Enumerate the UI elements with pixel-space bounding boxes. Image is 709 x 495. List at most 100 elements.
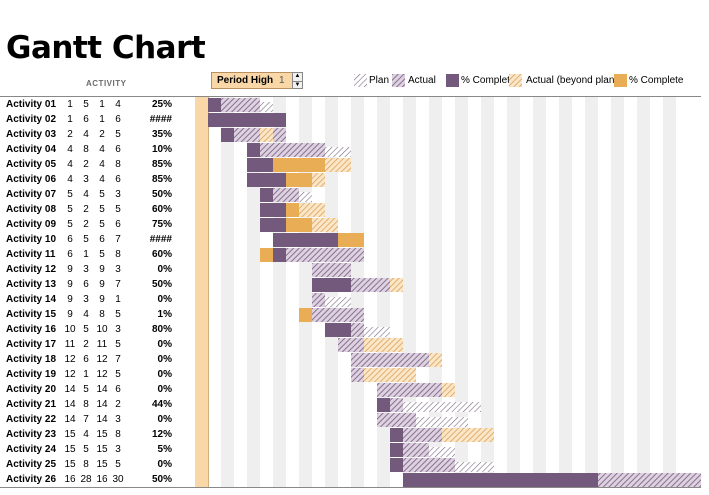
actual-duration: 7 [115, 234, 121, 245]
percent-complete: 10% [151, 144, 172, 155]
actual-duration: 8 [115, 159, 121, 170]
actual-start: 9 [99, 294, 105, 305]
activity-name: Activity 25 [6, 459, 57, 470]
actual-hatch-icon [392, 74, 405, 87]
plan-start: 12 [64, 354, 76, 365]
actual-start: 14 [96, 399, 108, 410]
percent-complete: #### [149, 234, 172, 245]
plan-start: 4 [67, 144, 73, 155]
actual-duration: 6 [115, 114, 121, 125]
complete-bar [390, 458, 403, 472]
complete-bar [260, 203, 286, 217]
legend-label: Actual [408, 75, 436, 86]
activity-name: Activity 22 [6, 414, 57, 425]
actual-duration: 3 [115, 264, 121, 275]
activity-column-header: ACTIVITY [86, 79, 127, 88]
plan-bar [377, 402, 481, 412]
percent-complete: 0% [157, 354, 172, 365]
plan-start: 6 [67, 234, 73, 245]
actual-duration: 3 [115, 414, 121, 425]
activity-name: Activity 12 [6, 264, 57, 275]
period-spinner[interactable]: ▲ ▼ [292, 72, 303, 89]
plan-start: 12 [64, 369, 76, 380]
plan-duration: 2 [83, 204, 89, 215]
actual-start: 5 [99, 189, 105, 200]
complete-bar [260, 218, 286, 232]
actual-duration: 7 [115, 354, 121, 365]
beyond-complete-bar [338, 233, 364, 247]
complete-bar [247, 158, 273, 172]
actual-start: 8 [99, 309, 105, 320]
actual-duration: 6 [115, 144, 121, 155]
beyond-complete-bar [286, 218, 312, 232]
legend-label: % Complete [629, 75, 684, 86]
complete-bar [325, 323, 351, 337]
plan-duration: 2 [83, 339, 89, 350]
actual-duration: 7 [115, 279, 121, 290]
percent-complete: 85% [151, 159, 172, 170]
actual-duration: 3 [115, 444, 121, 455]
plan-bar [377, 417, 468, 427]
actual-start: 12 [96, 369, 108, 380]
complete-solid-icon [446, 74, 459, 87]
activity-name: Activity 15 [6, 309, 57, 320]
complete-bar [403, 473, 598, 487]
complete-bar [273, 248, 286, 262]
plan-start: 5 [67, 204, 73, 215]
plan-start: 9 [67, 279, 73, 290]
actual-bar [312, 263, 351, 277]
actual-start: 10 [96, 324, 108, 335]
actual-start: 15 [96, 444, 108, 455]
actual-start: 9 [99, 279, 105, 290]
plan-duration: 4 [83, 189, 89, 200]
beyond-complete-bar [260, 248, 273, 262]
beyond-plan-bar [364, 368, 416, 382]
plan-duration: 8 [83, 144, 89, 155]
complete-bar [377, 398, 390, 412]
plan-start: 11 [64, 339, 76, 350]
highlight-period-column [195, 97, 208, 487]
actual-start: 5 [99, 249, 105, 260]
actual-start: 4 [99, 159, 105, 170]
legend-label: Actual (beyond plan) [526, 75, 618, 86]
activity-name: Activity 21 [6, 399, 57, 410]
actual-duration: 5 [115, 204, 121, 215]
activity-name: Activity 02 [6, 114, 57, 125]
plan-duration: 1 [83, 369, 89, 380]
percent-complete: 0% [157, 339, 172, 350]
beyond-complete-solid-icon [614, 74, 627, 87]
plan-duration: 6 [83, 279, 89, 290]
plan-duration: 1 [83, 249, 89, 260]
spin-down-icon[interactable]: ▼ [293, 81, 302, 88]
actual-duration: 8 [115, 249, 121, 260]
plan-duration: 6 [83, 354, 89, 365]
plan-duration: 7 [83, 414, 89, 425]
actual-start: 14 [96, 414, 108, 425]
plan-start: 10 [64, 324, 76, 335]
percent-complete: 0% [157, 369, 172, 380]
period-highlight-input[interactable]: 1 [279, 75, 285, 86]
actual-start: 11 [96, 339, 108, 350]
actual-start: 4 [99, 144, 105, 155]
plan-start: 15 [64, 429, 76, 440]
page-title: Gantt Chart [6, 30, 206, 66]
beyond-plan-bar [429, 353, 442, 367]
period-stripe [247, 97, 260, 487]
activity-name: Activity 13 [6, 279, 57, 290]
percent-complete: 0% [157, 264, 172, 275]
beyond-complete-bar [273, 158, 325, 172]
plan-duration: 28 [80, 474, 92, 485]
plan-start: 5 [67, 189, 73, 200]
complete-bar [312, 278, 351, 292]
spin-up-icon[interactable]: ▲ [294, 73, 301, 79]
beyond-complete-bar [286, 203, 299, 217]
percent-complete: 12% [151, 429, 172, 440]
percent-complete: 60% [151, 204, 172, 215]
percent-complete: 0% [157, 384, 172, 395]
period-stripe [481, 97, 494, 487]
plan-duration: 8 [83, 459, 89, 470]
actual-duration: 6 [115, 174, 121, 185]
percent-complete: 50% [151, 474, 172, 485]
plan-start: 1 [67, 99, 73, 110]
actual-bar [299, 308, 364, 322]
